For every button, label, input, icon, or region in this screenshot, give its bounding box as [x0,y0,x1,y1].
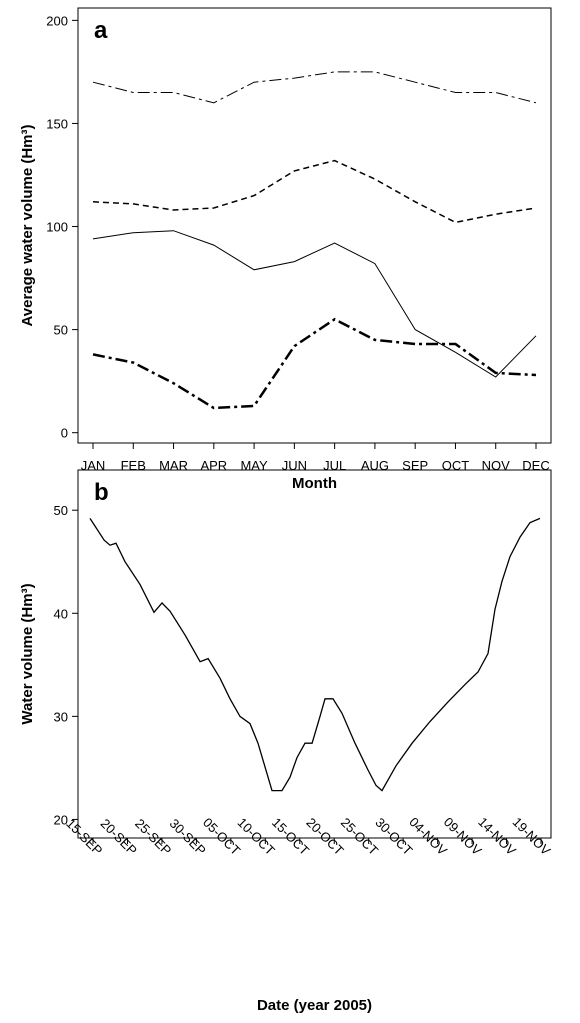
x-tick-label: OCT [442,458,470,473]
x-tick-label: MAR [159,458,188,473]
x-tick-label: APR [200,458,227,473]
plot-frame [77,469,552,839]
series-line [92,71,537,104]
x-tick-label: 19-NOV [510,814,554,858]
x-tick-label: 15-SEP [63,816,105,858]
x-tick-label: NOV [482,458,511,473]
y-tick-label: 100 [46,220,68,235]
x-tick-label: MAY [240,458,268,473]
series-line [92,159,537,224]
x-tick-label: JAN [81,458,106,473]
y-axis-label: Average water volume (Hm³) [19,124,36,326]
x-tick-label: 05-OCT [200,815,243,858]
x-tick-label: DEC [522,458,549,473]
x-tick-label: 25-SEP [132,816,174,858]
y-axis-label: Water volume (Hm³) [19,583,36,724]
y-tick-label: 50 [54,323,68,338]
x-axis-label: Month [292,475,337,492]
y-tick-label: 150 [46,116,68,131]
y-tick-label: 50 [54,503,68,518]
series-line [92,230,537,378]
y-tick-label: 20 [54,812,68,827]
x-tick-label: AUG [361,458,389,473]
panel-label: a [94,17,108,44]
x-tick-label: 20-OCT [303,815,346,858]
x-tick-label: 20-SEP [98,816,140,858]
plot-frame [77,7,552,444]
y-tick-label: 40 [54,606,68,621]
x-tick-label: SEP [402,458,428,473]
x-tick-label: 15-OCT [269,815,312,858]
series-line [92,317,537,410]
panel-label: b [94,479,109,506]
x-axis-label: Date (year 2005) [257,997,372,1014]
x-tick-label: JUL [323,458,346,473]
y-tick-label: 30 [54,709,68,724]
y-tick-label: 200 [46,13,68,28]
x-tick-label: JUN [282,458,307,473]
y-tick-label: 0 [61,426,68,441]
x-tick-label: 10-OCT [235,815,278,858]
series-line [89,517,541,792]
x-tick-label: FEB [121,458,146,473]
x-tick-label: 25-OCT [338,815,381,858]
